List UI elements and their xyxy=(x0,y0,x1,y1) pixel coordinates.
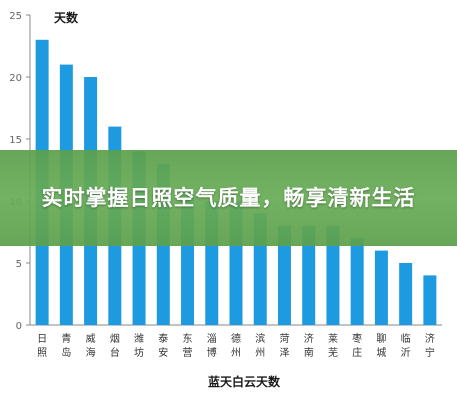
x-tick-label: 烟台 xyxy=(110,332,120,359)
x-tick-label: 枣庄 xyxy=(352,333,362,359)
x-tick-label-line: 营 xyxy=(183,346,193,359)
y-tick-label: 0 xyxy=(16,321,22,332)
x-tick-label-line: 博 xyxy=(207,346,217,359)
x-tick-label-line: 淄 xyxy=(207,333,217,345)
x-tick-label-line: 威 xyxy=(86,332,96,345)
x-tick-label-line: 庄 xyxy=(352,346,362,359)
banner-headline: 实时掌握日照空气质量，畅享清新生活 xyxy=(41,186,416,210)
x-tick-label-line: 南 xyxy=(304,346,314,359)
x-tick-label: 济南 xyxy=(304,332,314,359)
x-tick-label-line: 德 xyxy=(231,332,241,345)
x-tick-label-line: 芜 xyxy=(328,346,338,359)
x-tick-label-line: 临 xyxy=(401,332,411,345)
bar xyxy=(277,225,291,325)
x-tick-label-line: 安 xyxy=(158,346,168,359)
x-tick-label: 菏泽 xyxy=(279,333,289,359)
x-tick-label-line: 滨 xyxy=(255,332,265,345)
x-tick-label-line: 烟 xyxy=(110,332,120,345)
bar xyxy=(374,250,388,325)
x-tick-label-line: 宁 xyxy=(425,346,435,359)
x-tick-label-line: 济 xyxy=(304,332,314,345)
x-tick-label: 日照 xyxy=(37,334,47,359)
x-tick-label-line: 照 xyxy=(37,347,47,359)
x-tick-label-line: 青 xyxy=(61,332,71,345)
x-tick-label: 济宁 xyxy=(425,332,435,359)
bar xyxy=(350,238,364,325)
bar xyxy=(399,263,413,325)
x-tick-label-line: 济 xyxy=(425,332,435,345)
x-axis-label: 蓝天白云天数 xyxy=(208,374,281,389)
x-tick-label: 滨州 xyxy=(255,332,265,359)
x-tick-label-line: 州 xyxy=(255,347,265,359)
bar xyxy=(423,275,437,325)
x-tick-label-line: 坊 xyxy=(134,346,144,359)
x-tick-label-line: 岛 xyxy=(61,346,71,359)
x-tick-label: 聊城 xyxy=(376,332,386,359)
x-tick-label-line: 东 xyxy=(183,332,193,345)
y-axis-label: 天数 xyxy=(54,10,79,25)
x-tick-label-line: 台 xyxy=(110,346,120,359)
x-tick-label: 青岛 xyxy=(61,332,71,359)
x-tick-label-line: 州 xyxy=(231,347,241,359)
x-tick-label: 泰安 xyxy=(158,332,168,359)
x-tick-label: 威海 xyxy=(86,332,96,359)
x-tick-label-line: 海 xyxy=(86,346,96,359)
x-tick-label-line: 聊 xyxy=(376,332,386,345)
y-tick-label: 25 xyxy=(9,11,22,22)
x-tick-label: 东营 xyxy=(183,332,193,359)
x-tick-label-line: 沂 xyxy=(401,346,411,359)
y-tick-label: 5 xyxy=(16,259,22,270)
x-tick-label: 莱芜 xyxy=(328,333,338,359)
x-tick-label-line: 菏 xyxy=(279,333,289,345)
x-tick-label-line: 潍 xyxy=(134,333,144,345)
x-tick-label: 淄博 xyxy=(207,333,217,359)
x-tick-label-line: 枣 xyxy=(352,333,362,345)
y-tick-label: 20 xyxy=(9,73,22,84)
bar xyxy=(302,225,316,325)
x-tick-label: 潍坊 xyxy=(134,333,144,359)
x-tick-label: 德州 xyxy=(231,332,241,359)
x-tick-label-line: 日 xyxy=(37,334,47,345)
x-tick-label-line: 莱 xyxy=(328,333,338,345)
y-tick-label: 15 xyxy=(9,135,22,146)
x-tick-label-line: 泽 xyxy=(279,347,289,359)
headline-banner: 实时掌握日照空气质量，畅享清新生活 xyxy=(0,150,457,246)
x-tick-label: 临沂 xyxy=(401,332,411,359)
x-tick-label-line: 城 xyxy=(376,347,386,359)
bar xyxy=(326,225,340,325)
x-tick-label-line: 泰 xyxy=(158,332,168,345)
